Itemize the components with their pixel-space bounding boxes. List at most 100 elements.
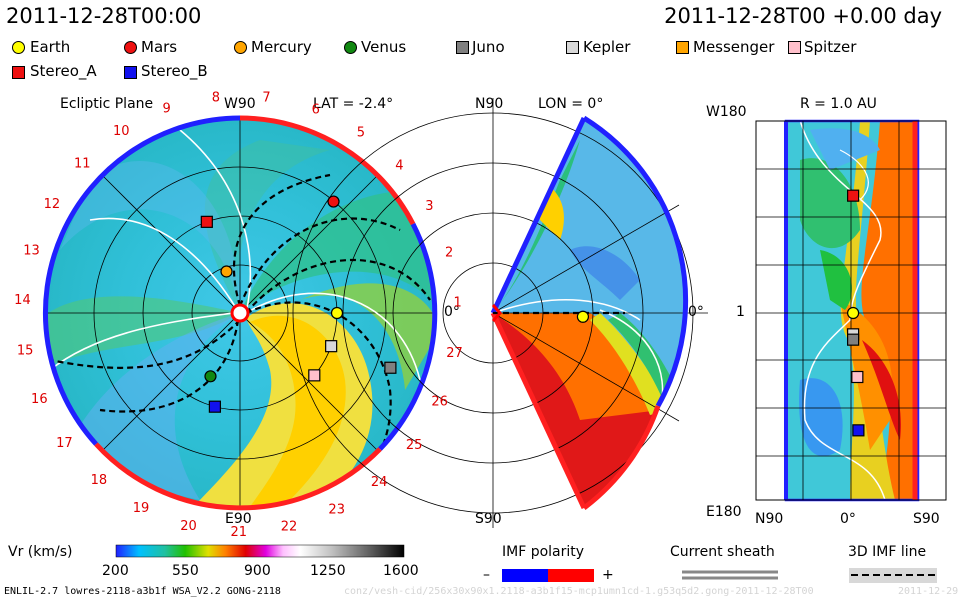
radial-stereo-a-marker <box>847 189 860 202</box>
sector-label-13: 13 <box>23 243 40 258</box>
ecliptic-mars-marker <box>327 195 340 208</box>
legend-mars-icon <box>124 41 137 54</box>
meridional-panel <box>292 98 708 528</box>
ecliptic-w90-label: W90 <box>224 96 256 112</box>
legend-mercury-icon <box>234 41 247 54</box>
sector-label-16: 16 <box>31 392 48 407</box>
sector-label-24: 24 <box>371 475 388 490</box>
current-sheath-swatch <box>682 570 778 580</box>
sector-label-5: 5 <box>357 126 365 141</box>
sector-label-11: 11 <box>74 156 91 171</box>
meridional-n90-label: N90 <box>475 96 504 112</box>
sector-label-22: 22 <box>281 519 298 534</box>
colorbar <box>115 544 405 558</box>
colorbar-tick-1600: 1600 <box>383 563 419 579</box>
radial-s90-label: S90 <box>913 511 940 527</box>
imf-3d-line-label: 3D IMF line <box>848 544 927 560</box>
sector-label-20: 20 <box>180 519 197 534</box>
radial-e180-label: E180 <box>706 504 742 520</box>
colorbar-tick-550: 550 <box>172 563 199 579</box>
sector-label-2: 2 <box>445 246 453 261</box>
imf-3d-line-swatch <box>849 568 937 583</box>
legend-stereo-a-label: Stereo_A <box>30 62 97 80</box>
radial-earth-marker <box>847 306 860 320</box>
footer-date: 2011-12-29 <box>898 586 959 597</box>
sector-label-27: 27 <box>446 346 463 361</box>
imf-minus-label: – <box>483 567 490 583</box>
legend-kepler-icon <box>566 41 579 54</box>
meridional-zero-label: 0° <box>688 304 704 320</box>
ecliptic-kepler-marker <box>325 340 338 353</box>
current-sheath-label: Current sheath <box>670 544 775 560</box>
sector-label-14: 14 <box>14 293 31 308</box>
sector-label-6: 6 <box>312 103 320 118</box>
ecliptic-juno-marker <box>384 361 397 374</box>
radial-spitzer-marker <box>851 370 864 384</box>
legend-spitzer-icon <box>788 41 801 54</box>
radial-title: R = 1.0 AU <box>800 96 877 112</box>
colorbar-tick-900: 900 <box>244 563 271 579</box>
legend-mercury-label: Mercury <box>251 38 312 56</box>
colorbar-label: Vr (km/s) <box>8 544 73 560</box>
legend-earth-label: Earth <box>30 38 71 56</box>
ecliptic-stereo-a-marker <box>200 215 213 228</box>
meridional-earth-marker <box>576 310 590 323</box>
footer-run-id: conz/vesh-cid/256x30x90x1.2118-a3b1f15-m… <box>344 586 814 597</box>
radial-n90-label: N90 <box>755 511 784 527</box>
sector-label-15: 15 <box>17 344 34 359</box>
legend-earth-icon <box>12 41 25 54</box>
sector-label-4: 4 <box>395 158 403 173</box>
sector-label-18: 18 <box>91 473 108 488</box>
sector-label-7: 7 <box>262 91 270 106</box>
radial-stereo-b-marker <box>852 424 865 437</box>
radial-juno-marker <box>847 333 860 346</box>
ecliptic-earth-marker <box>330 306 344 320</box>
sector-label-8: 8 <box>212 90 220 105</box>
left-title: 2011-12-28T00:00 <box>6 4 202 28</box>
sector-label-19: 19 <box>133 501 150 516</box>
legend-messenger-icon <box>676 41 689 54</box>
legend-spitzer-label: Spitzer <box>804 38 857 56</box>
radial-zero-label: 0° <box>840 511 856 527</box>
meridional-lon-label: LON = 0° <box>538 96 604 112</box>
legend-stereo-b-label: Stereo_B <box>141 62 208 80</box>
sector-label-21: 21 <box>230 525 247 540</box>
ecliptic-zero-label: 0° <box>444 304 460 320</box>
sector-label-1: 1 <box>454 296 462 311</box>
legend-kepler-label: Kepler <box>583 38 631 56</box>
sector-label-25: 25 <box>406 438 423 453</box>
legend-mars-label: Mars <box>141 38 178 56</box>
ecliptic-title: Ecliptic Plane <box>60 96 154 112</box>
sector-label-26: 26 <box>431 395 448 410</box>
legend-venus-label: Venus <box>361 38 407 56</box>
body-markers <box>200 189 865 437</box>
legend-venus-icon <box>344 41 357 54</box>
legend-juno-label: Juno <box>472 38 505 56</box>
right-title: 2011-12-28T00 +0.00 day <box>664 4 942 28</box>
ecliptic-venus-marker <box>204 370 217 383</box>
colorbar-tick-1250: 1250 <box>310 563 346 579</box>
imf-plus-label: + <box>602 567 614 583</box>
legend-juno-icon <box>456 41 469 54</box>
colorbar-tick-200: 200 <box>102 563 129 579</box>
ecliptic-e90-label: E90 <box>225 511 252 527</box>
radial-map-panel <box>755 119 947 502</box>
imf-negative-swatch <box>502 569 548 582</box>
ecliptic-stereo-b-marker <box>208 400 221 413</box>
ecliptic-plane-panel <box>43 115 438 511</box>
ecliptic-lat-label: LAT = -2.4° <box>313 96 394 112</box>
sector-label-17: 17 <box>56 436 73 451</box>
sector-label-10: 10 <box>113 124 130 139</box>
legend-messenger-label: Messenger <box>693 38 775 56</box>
imf-polarity-label: IMF polarity <box>502 544 585 560</box>
imf-positive-swatch <box>548 569 594 582</box>
radial-w180-label: W180 <box>706 104 747 120</box>
meridional-s90-label: S90 <box>475 511 502 527</box>
radial-one-label: 1 <box>736 304 745 320</box>
ecliptic-mercury-marker <box>220 265 233 278</box>
legend-stereo-b-icon <box>124 66 137 79</box>
sector-label-3: 3 <box>425 199 433 214</box>
sector-label-9: 9 <box>162 102 170 117</box>
